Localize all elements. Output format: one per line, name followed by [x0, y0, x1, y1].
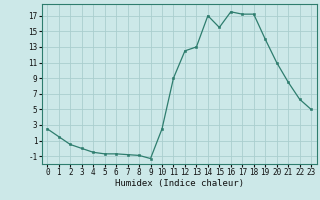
X-axis label: Humidex (Indice chaleur): Humidex (Indice chaleur) — [115, 179, 244, 188]
